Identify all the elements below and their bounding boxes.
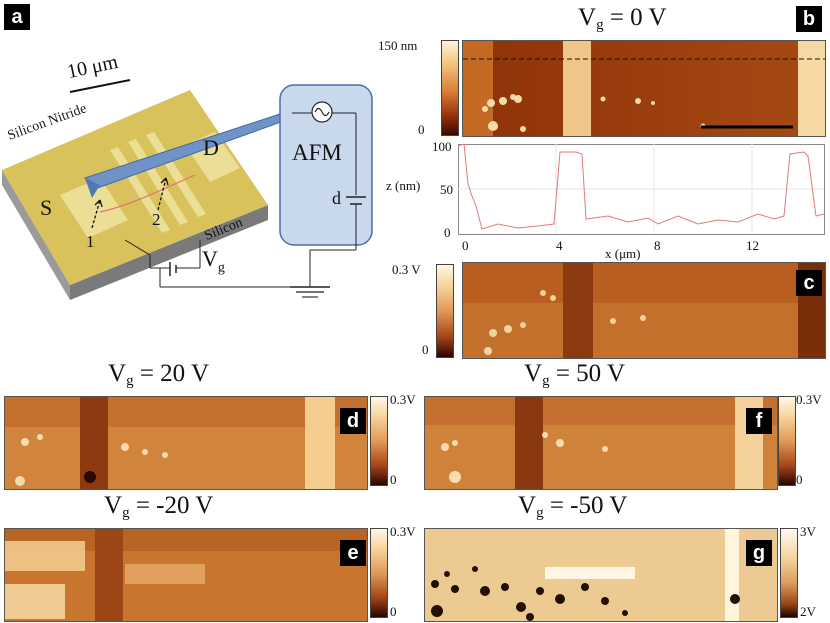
profile-xlabel: x (μm) <box>605 246 641 261</box>
channel-path <box>99 174 196 213</box>
kpfm-map-50v <box>424 396 778 490</box>
xtick-4: 4 <box>556 238 563 253</box>
colorbar-b <box>441 40 459 136</box>
ytick-50: 50 <box>440 182 453 197</box>
title-g: Vg = -50 V <box>518 492 628 521</box>
cbar-d-min: 0 <box>390 472 397 487</box>
title-f: Vg = 50 V <box>524 360 626 389</box>
panel-label-b: b <box>796 6 822 32</box>
kpfm-map-20v <box>4 396 368 490</box>
panel-label-f: f <box>746 408 772 434</box>
panel-label-a: a <box>4 4 30 30</box>
panel-label-g: g <box>746 540 772 566</box>
cbar-b-min: 0 <box>418 122 425 137</box>
cbar-b-max: 150 nm <box>378 38 418 53</box>
xtick-0: 0 <box>462 238 469 253</box>
height-profile-plot <box>458 144 825 235</box>
panel-label-c: c <box>796 270 822 296</box>
colorbar-g <box>780 528 798 618</box>
device-schematic <box>2 79 373 300</box>
chip-right-side <box>70 205 268 300</box>
cbar-e-max: 0.3V <box>390 524 416 539</box>
profile-line <box>458 144 825 230</box>
cbar-e-min: 0 <box>390 604 397 619</box>
title-b: Vg = 0 V <box>578 4 667 33</box>
kpfm-map-neg20v <box>4 528 368 622</box>
cbar-f-min: 0 <box>796 472 803 487</box>
cbar-g-max: 3V <box>800 524 816 539</box>
xtick-8: 8 <box>654 238 661 253</box>
panel-label-d: d <box>340 408 366 434</box>
colorbar-d <box>370 396 388 486</box>
drain-label: D <box>203 135 219 160</box>
ytick-100: 100 <box>432 139 452 154</box>
chip-front-side <box>2 170 70 300</box>
xtick-12: 12 <box>746 238 759 253</box>
point-2-label: 2 <box>152 210 161 229</box>
colorbar-e <box>370 528 388 618</box>
colorbar-c <box>436 264 454 358</box>
source-label: S <box>40 195 53 220</box>
vg-label: Vg <box>202 246 225 276</box>
afm-topography-map <box>462 40 826 137</box>
kpfm-map-0v <box>462 262 826 359</box>
afm-tip <box>85 178 100 198</box>
afm-label: AFM <box>292 140 342 165</box>
scale-bar <box>69 79 131 93</box>
title-d: Vg = 20 V <box>108 360 210 389</box>
point-1-label: 1 <box>86 232 95 251</box>
cbar-c-min: 0 <box>422 342 429 357</box>
cbar-f-max: 0.3V <box>796 392 822 407</box>
cbar-c-max: 0.3 V <box>392 262 421 277</box>
arrow-2 <box>157 177 167 211</box>
profile-ylabel: z (nm) <box>386 178 421 193</box>
cbar-d-max: 0.3V <box>390 392 416 407</box>
kpfm-map-neg50v <box>424 528 778 622</box>
afm-box <box>279 84 373 246</box>
panel-label-e: e <box>340 540 366 566</box>
ytick-0: 0 <box>444 225 451 240</box>
title-e: Vg = -20 V <box>104 492 214 521</box>
d-label: d <box>332 188 341 208</box>
colorbar-f <box>778 396 796 486</box>
cbar-g-min: 2V <box>800 604 816 619</box>
